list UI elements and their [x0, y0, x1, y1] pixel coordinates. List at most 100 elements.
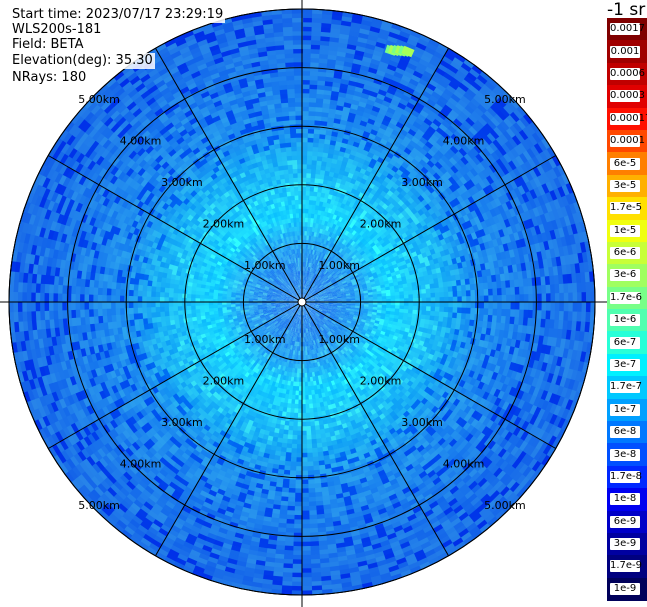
- ppi-cell: [308, 271, 311, 277]
- ppi-cell: [310, 177, 316, 183]
- ppi-cell: [310, 276, 314, 282]
- ppi-cell: [443, 307, 449, 313]
- ppi-cell: [336, 136, 344, 143]
- ppi-cell: [308, 106, 317, 112]
- ppi-cell: [302, 57, 312, 63]
- ppi-cell: [303, 279, 305, 285]
- ppi-cell: [332, 122, 341, 129]
- ppi-cell: [563, 302, 569, 313]
- ppi-cell: [415, 42, 428, 52]
- ppi-cell: [316, 246, 321, 252]
- ppi-cell: [308, 266, 311, 272]
- ppi-cell: [332, 228, 338, 235]
- ppi-cell: [450, 60, 462, 71]
- ppi-cell: [316, 191, 322, 198]
- ppi-cell: [314, 254, 318, 260]
- ppi-cell: [309, 281, 313, 287]
- ppi-cell: [331, 223, 337, 230]
- ppi-cell: [320, 27, 332, 33]
- ppi-cell: [329, 139, 337, 146]
- ppi-cell: [312, 273, 316, 279]
- ppi-cell: [324, 134, 332, 141]
- ppi-cell: [305, 186, 311, 192]
- ppi-cell: [327, 226, 333, 233]
- ppi-cell: [339, 227, 345, 233]
- ppi-cell: [426, 306, 432, 312]
- ppi-cell: [546, 302, 551, 312]
- ppi-cell: [319, 267, 324, 272]
- ppi-cell: [421, 289, 427, 295]
- ppi-cell: [424, 102, 435, 112]
- ppi-cell: [326, 63, 337, 70]
- ppi-cell: [315, 264, 319, 270]
- ppi-cell: [384, 72, 395, 81]
- ppi-cell: [361, 60, 372, 68]
- ppi-cell: [321, 187, 327, 194]
- ppi-cell: [407, 128, 418, 137]
- ppi-cell: [305, 270, 308, 276]
- ppi-cell: [313, 186, 319, 193]
- ppi-cell: [314, 120, 322, 126]
- ppi-cell: [381, 20, 394, 28]
- ppi-cell: [317, 71, 328, 77]
- ppi-cell: [306, 168, 312, 174]
- ppi-cell: [302, 190, 307, 196]
- ppi-cell: [305, 244, 309, 249]
- ppi-cell: [309, 276, 313, 282]
- ppi-cell: [302, 141, 309, 147]
- ppi-cell: [309, 70, 320, 77]
- ppi-cell: [333, 73, 344, 80]
- ppi-cell: [422, 105, 433, 115]
- ppi-cell: [302, 8, 314, 14]
- ppi-cell: [302, 101, 310, 107]
- ppi-cell: [312, 272, 315, 278]
- ppi-cell: [328, 231, 334, 238]
- ppi-cell: [321, 156, 329, 163]
- ppi-cell: [470, 307, 476, 315]
- ppi-cell: [446, 47, 459, 58]
- ppi-cell: [514, 286, 520, 296]
- ppi-cell: [332, 81, 342, 88]
- ppi-cell: [330, 23, 343, 30]
- ppi-cell: [315, 200, 321, 206]
- ppi-cell: [404, 302, 409, 307]
- ppi-cell: [437, 42, 450, 53]
- ppi-cell: [379, 138, 389, 146]
- ppi-cell: [318, 58, 329, 64]
- ppi-cell: [302, 26, 313, 32]
- ppi-cell: [303, 293, 307, 298]
- ppi-cell: [541, 284, 547, 295]
- ppi-cell: [319, 49, 330, 55]
- ppi-cell: [410, 30, 423, 39]
- ppi-cell: [302, 44, 312, 50]
- ppi-cell: [309, 253, 313, 259]
- ppi-cell: [321, 257, 326, 263]
- ppi-cell: [435, 67, 447, 77]
- ppi-cell: [368, 30, 381, 38]
- ppi-cell: [315, 164, 322, 171]
- ppi-cell: [316, 265, 320, 271]
- ppi-cell: [306, 181, 311, 187]
- ppi-cell: [322, 234, 327, 240]
- ppi-cell: [338, 216, 344, 223]
- ppi-cell: [318, 182, 324, 189]
- ppi-cell: [306, 271, 309, 276]
- ppi-cell: [310, 249, 314, 255]
- ppi-cell: [314, 269, 318, 275]
- ppi-cell: [321, 116, 329, 122]
- ppi-cell: [302, 75, 311, 81]
- ppi-cell: [365, 103, 375, 111]
- ppi-cell: [320, 257, 324, 263]
- ppi-cell: [365, 122, 375, 130]
- ppi-cell: [387, 122, 397, 130]
- ppi-cell: [361, 19, 373, 27]
- ppi-cell: [327, 175, 334, 182]
- ppi-cell: [375, 116, 385, 124]
- ppi-cell: [305, 284, 308, 290]
- ppi-cell: [329, 167, 336, 173]
- ppi-cell: [405, 86, 416, 95]
- ppi-cell: [496, 288, 503, 296]
- ppi-cell: [365, 141, 374, 149]
- ppi-cell: [315, 259, 319, 265]
- ppi-cell: [303, 261, 305, 267]
